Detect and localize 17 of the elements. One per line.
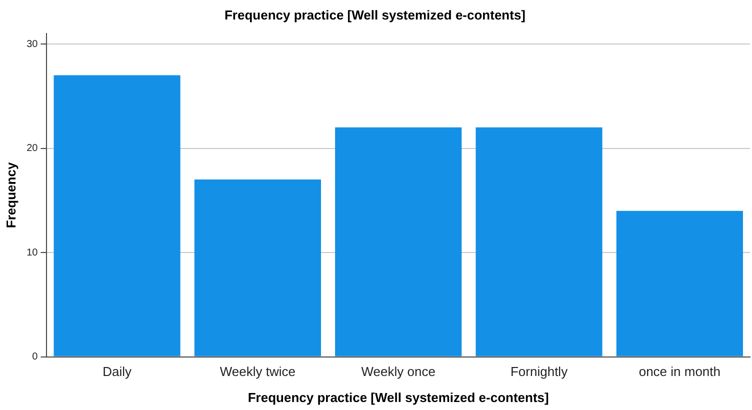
y-tick-label: 20 [26,143,38,154]
y-tick-label: 30 [26,38,38,50]
bar [335,127,462,356]
bar [194,180,321,356]
x-axis-title: Frequency practice [Well systemized e-contents] [248,390,549,405]
bar [616,210,743,356]
y-tick-label: 0 [32,352,38,363]
x-tick-label: once in month [638,364,721,380]
bar [54,75,180,356]
x-tick-label: Weekly twice [220,364,296,380]
chart-title: Frequency practice [Well systemized e-contents] [224,7,526,22]
x-tick-label: Weekly once [361,364,436,380]
y-axis-title: Frequency [3,162,18,228]
bar [476,127,602,356]
x-tick-label: Daily [102,364,132,380]
x-tick-label: Fornightly [510,364,568,380]
y-tick-label: 10 [26,247,38,258]
